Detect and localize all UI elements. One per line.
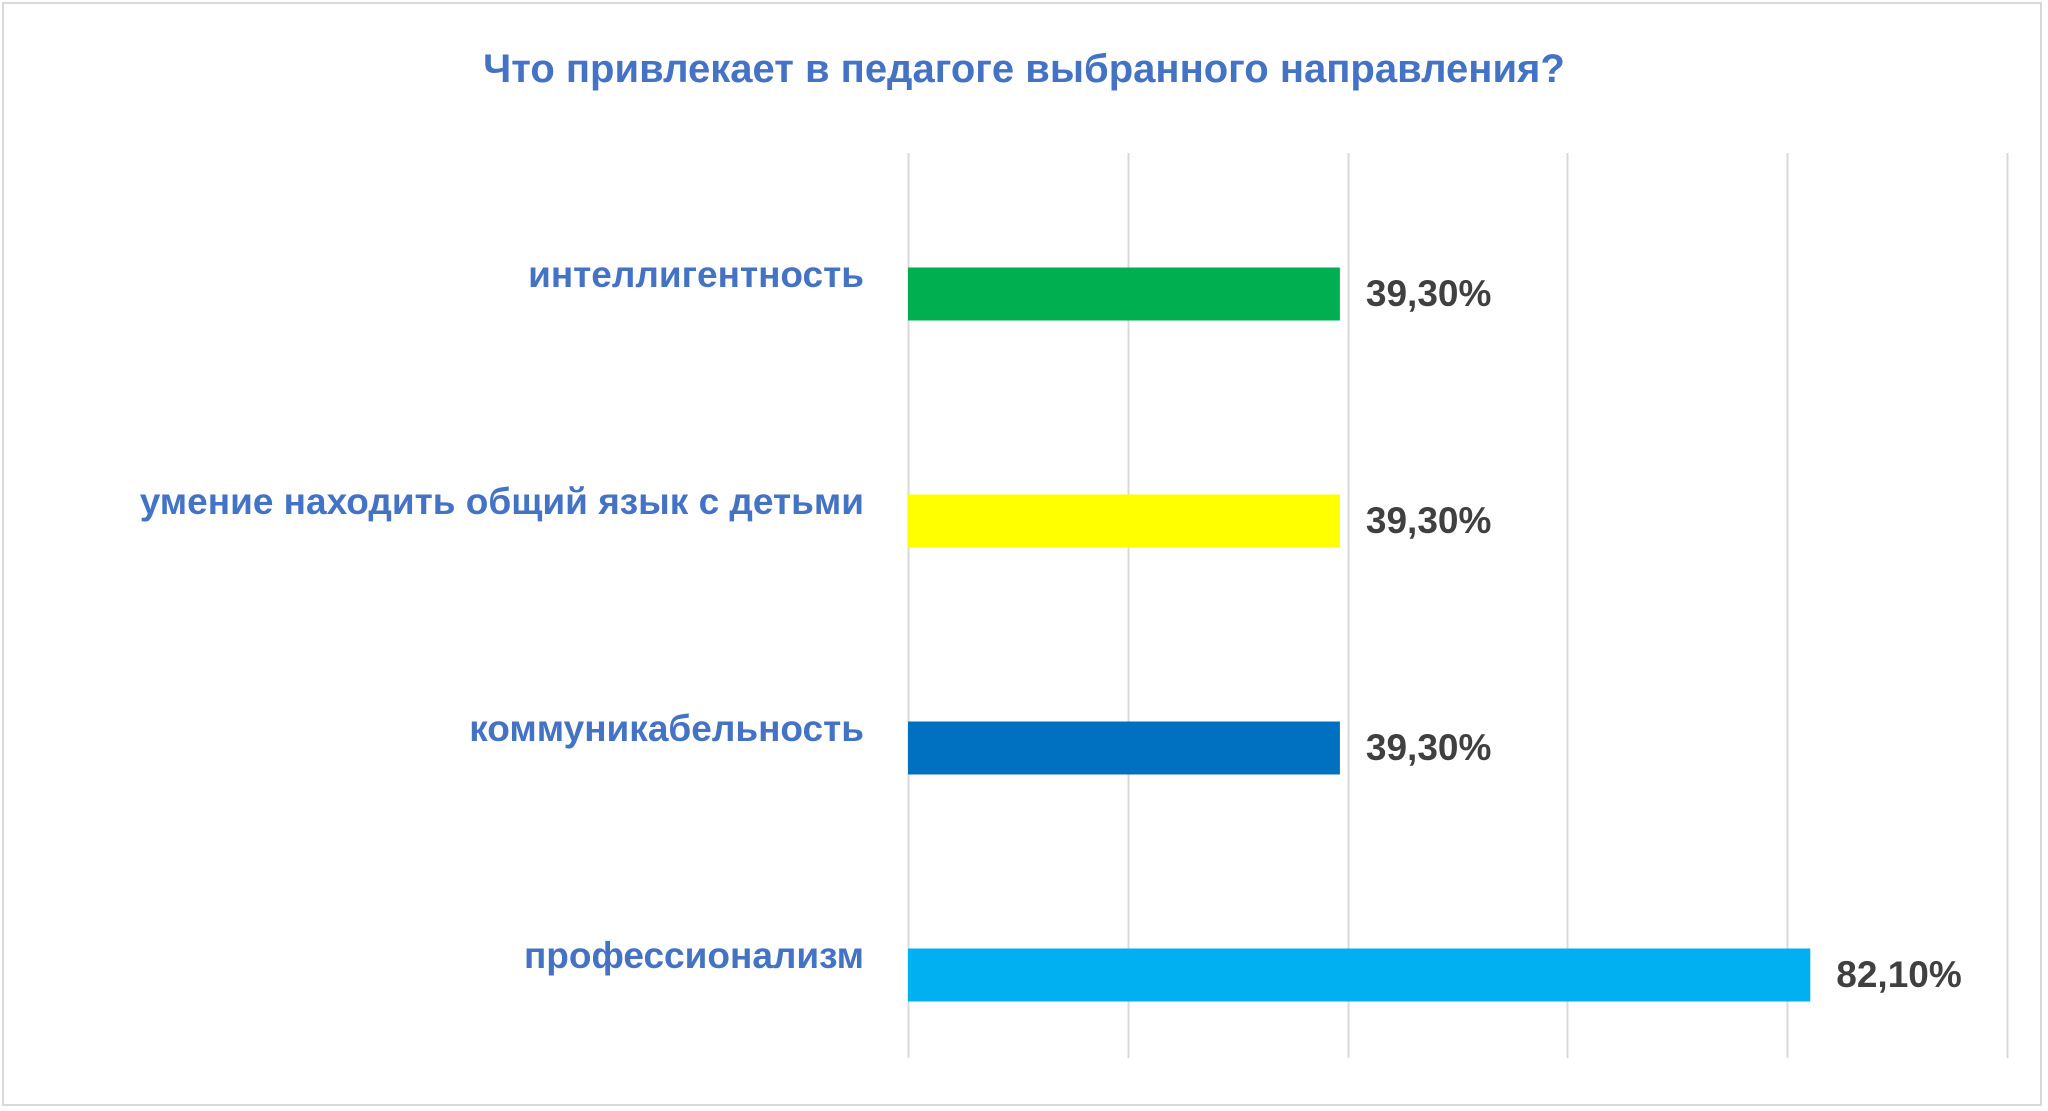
bar-1 xyxy=(908,494,1340,548)
bar-2 xyxy=(908,721,1340,775)
value-label-0: 39,30% xyxy=(1366,273,1492,314)
category-label-1: умение находить общий язык с детьми xyxy=(140,481,864,522)
bar-3 xyxy=(908,948,1811,1002)
category-label-2: коммуникабельность xyxy=(469,708,864,749)
value-labels: 39,30% 39,30% 39,30% 82,10% xyxy=(1366,273,1962,995)
category-label-0: интеллигентность xyxy=(528,254,864,295)
value-label-1: 39,30% xyxy=(1366,500,1492,541)
category-label-3: профессионализм xyxy=(524,935,864,976)
value-label-2: 39,30% xyxy=(1366,727,1492,768)
category-labels: интеллигентность умение находить общий яз… xyxy=(140,254,864,976)
chart-title: Что привлекает в педагоге выбранного нап… xyxy=(483,47,1565,91)
bar-0 xyxy=(908,267,1340,321)
value-label-3: 82,10% xyxy=(1836,954,1962,995)
bars xyxy=(908,267,1811,1002)
